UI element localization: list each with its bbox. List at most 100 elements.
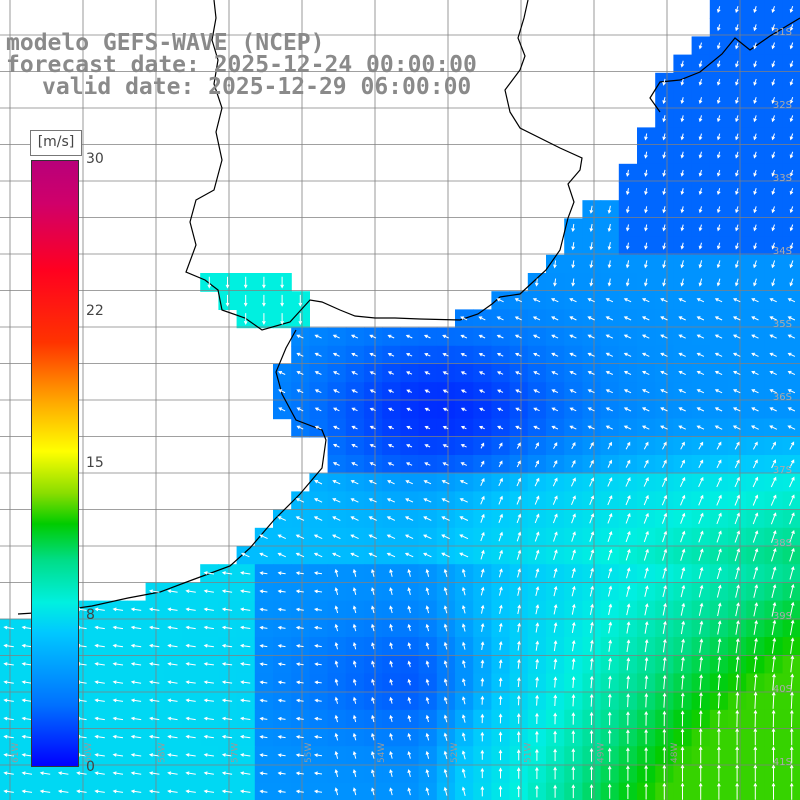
- wind-arrow: [334, 696, 339, 704]
- wind-arrow: [789, 494, 795, 506]
- wind-arrow: [516, 767, 521, 779]
- wind-arrow: [387, 425, 394, 430]
- wind-arrow: [644, 782, 648, 800]
- wind-arrow: [589, 549, 595, 561]
- wind-arrow: [571, 495, 576, 505]
- wind-arrow: [661, 494, 668, 506]
- wind-arrow: [790, 655, 795, 673]
- wind-arrow: [94, 789, 105, 794]
- wind-arrow: [553, 748, 557, 762]
- wind-arrow: [771, 188, 776, 196]
- wind-arrow: [678, 407, 686, 412]
- wind-arrow: [699, 620, 704, 635]
- wind-arrow: [314, 389, 322, 394]
- colorbar-unit-label: [m/s]: [30, 130, 82, 156]
- wind-arrow: [112, 698, 124, 703]
- wind-arrow: [443, 768, 448, 778]
- wind-arrow: [425, 587, 430, 596]
- wind-arrow: [94, 643, 105, 648]
- wind-arrow: [389, 787, 393, 796]
- wind-arrow: [112, 789, 124, 794]
- wind-arrow: [717, 727, 721, 746]
- wind-arrow: [371, 787, 375, 796]
- wind-arrow: [407, 678, 412, 686]
- wind-arrow: [569, 425, 577, 430]
- wind-arrow: [443, 678, 448, 686]
- wind-arrow: [735, 566, 740, 580]
- wind-arrow: [735, 278, 739, 287]
- wind-arrow: [262, 313, 266, 325]
- wind-arrow: [716, 459, 722, 469]
- wind-arrow: [698, 224, 703, 232]
- wind-arrow: [39, 771, 51, 776]
- wind-arrow: [735, 602, 740, 617]
- wind-arrow: [680, 97, 685, 105]
- wind-arrow: [407, 660, 412, 668]
- wind-arrow: [3, 625, 14, 630]
- wind-arrow: [571, 531, 576, 542]
- wind-arrow: [534, 531, 540, 542]
- wind-arrow: [532, 298, 541, 303]
- wind-arrow: [94, 716, 105, 721]
- wind-arrow: [753, 260, 757, 269]
- wind-arrow: [278, 371, 286, 375]
- wind-arrow: [771, 6, 776, 14]
- wind-arrow: [716, 441, 722, 450]
- wind-arrow: [332, 443, 340, 448]
- wind-arrow: [406, 444, 413, 448]
- wind-arrow: [148, 771, 160, 776]
- wind-arrow: [350, 552, 359, 558]
- wind-arrow: [735, 655, 740, 672]
- wind-arrow: [662, 224, 666, 232]
- wind-arrow: [752, 476, 759, 488]
- wind-arrow: [789, 709, 794, 728]
- wind-arrow: [462, 659, 466, 668]
- wind-arrow: [462, 641, 466, 650]
- wind-arrow: [280, 294, 284, 307]
- wind-arrow: [262, 276, 266, 289]
- wind-arrow: [480, 513, 485, 523]
- wind-arrow: [243, 276, 248, 289]
- wind-arrow: [734, 548, 741, 562]
- wind-arrow: [589, 278, 594, 287]
- wind-arrow: [696, 389, 705, 394]
- wind-arrow: [369, 407, 376, 412]
- wind-arrow: [514, 298, 523, 303]
- wind-arrow: [571, 603, 576, 615]
- wind-arrow: [424, 425, 431, 430]
- wind-arrow: [587, 334, 595, 339]
- wind-arrow: [571, 748, 576, 762]
- wind-arrow: [644, 260, 648, 269]
- wind-arrow: [94, 698, 105, 703]
- wind-arrow: [313, 789, 323, 794]
- wind-arrow: [480, 460, 485, 468]
- wind-arrow: [21, 734, 33, 739]
- wind-arrow: [516, 477, 522, 487]
- longitude-label: 55W: [304, 743, 314, 763]
- wind-arrow: [313, 534, 323, 540]
- wind-arrow: [441, 534, 450, 540]
- wind-arrow: [623, 389, 632, 394]
- wind-arrow: [406, 425, 413, 430]
- wind-arrow: [405, 353, 413, 357]
- wind-arrow: [277, 571, 286, 575]
- wind-arrow: [259, 534, 268, 540]
- latitude-label: 39S: [773, 611, 792, 622]
- wind-arrow: [314, 644, 322, 648]
- wind-arrow: [480, 731, 485, 742]
- wind-arrow: [660, 370, 668, 376]
- wind-arrow: [369, 352, 377, 357]
- colorbar-tick-label: 0: [86, 759, 95, 775]
- wind-arrow: [535, 586, 540, 597]
- wind-arrow: [371, 605, 375, 614]
- wind-arrow: [787, 370, 796, 376]
- wind-arrow: [167, 771, 178, 776]
- wind-arrow: [752, 459, 758, 469]
- wind-arrow: [3, 753, 14, 757]
- wind-arrow: [716, 115, 721, 123]
- wind-arrow: [350, 516, 359, 521]
- wind-arrow: [185, 698, 196, 703]
- wind-arrow: [516, 676, 521, 688]
- wind-arrow: [732, 334, 741, 339]
- wind-arrow: [443, 660, 448, 668]
